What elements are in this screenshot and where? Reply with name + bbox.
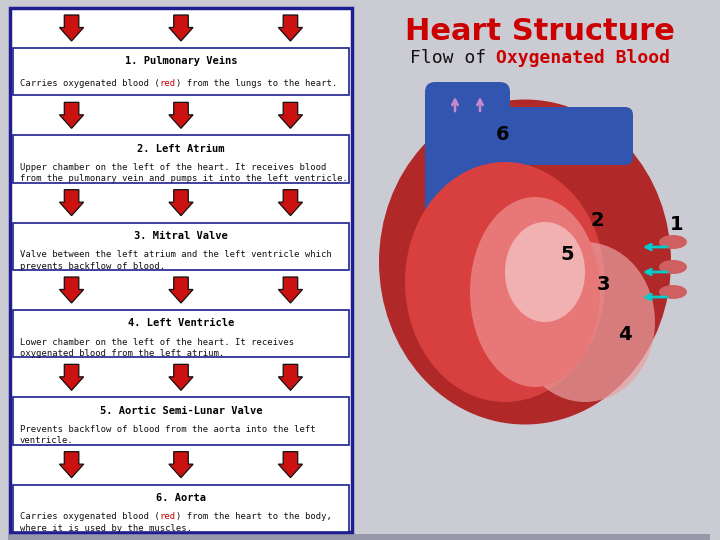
Ellipse shape <box>470 197 600 387</box>
Polygon shape <box>169 277 193 303</box>
Text: 6. Aorta: 6. Aorta <box>156 493 206 503</box>
Text: Prevents backflow of blood from the aorta into the left: Prevents backflow of blood from the aort… <box>20 425 315 434</box>
FancyBboxPatch shape <box>10 8 352 532</box>
Text: oxygenated blood from the left atrium.: oxygenated blood from the left atrium. <box>20 349 224 358</box>
Text: Upper chamber on the left of the heart. It receives blood: Upper chamber on the left of the heart. … <box>20 163 326 172</box>
Polygon shape <box>279 103 302 129</box>
Text: ) from the lungs to the heart.: ) from the lungs to the heart. <box>176 79 337 88</box>
Text: 4. Left Ventricle: 4. Left Ventricle <box>128 318 234 328</box>
Text: 3: 3 <box>596 274 610 294</box>
Polygon shape <box>169 190 193 215</box>
Polygon shape <box>60 103 84 129</box>
Polygon shape <box>8 534 710 540</box>
Polygon shape <box>279 277 302 303</box>
Polygon shape <box>169 451 193 478</box>
FancyBboxPatch shape <box>13 485 349 532</box>
FancyBboxPatch shape <box>487 107 633 165</box>
Text: 6: 6 <box>496 125 510 144</box>
Text: ventricle.: ventricle. <box>20 436 73 446</box>
Ellipse shape <box>659 285 687 299</box>
Text: 5. Aortic Semi-Lunar Valve: 5. Aortic Semi-Lunar Valve <box>100 406 262 416</box>
Text: Valve between the left atrium and the left ventricle which: Valve between the left atrium and the le… <box>20 250 332 259</box>
Ellipse shape <box>505 222 585 322</box>
Text: 5: 5 <box>560 245 574 264</box>
Text: 1. Pulmonary Veins: 1. Pulmonary Veins <box>125 56 238 66</box>
FancyBboxPatch shape <box>13 397 349 444</box>
Ellipse shape <box>659 235 687 249</box>
FancyBboxPatch shape <box>13 136 349 183</box>
FancyBboxPatch shape <box>425 82 510 222</box>
Polygon shape <box>169 364 193 390</box>
Text: Oxygenated Blood: Oxygenated Blood <box>497 49 670 67</box>
Polygon shape <box>60 277 84 303</box>
Polygon shape <box>279 364 302 390</box>
Ellipse shape <box>659 260 687 274</box>
Text: red: red <box>160 79 176 88</box>
Polygon shape <box>60 190 84 215</box>
Text: Lower chamber on the left of the heart. It receives: Lower chamber on the left of the heart. … <box>20 338 294 347</box>
Text: 2. Left Atrium: 2. Left Atrium <box>138 144 225 153</box>
Polygon shape <box>169 103 193 129</box>
Text: Flow of: Flow of <box>410 49 497 67</box>
Text: 4: 4 <box>618 325 632 343</box>
Polygon shape <box>279 15 302 41</box>
Text: Carries oxygenated blood (: Carries oxygenated blood ( <box>20 79 160 88</box>
Ellipse shape <box>379 99 671 424</box>
FancyBboxPatch shape <box>13 310 349 357</box>
Text: 3. Mitral Valve: 3. Mitral Valve <box>134 231 228 241</box>
Text: red: red <box>160 512 176 521</box>
Text: from the pulmonary vein and pumps it into the left ventricle.: from the pulmonary vein and pumps it int… <box>20 174 348 184</box>
Text: Heart Structure: Heart Structure <box>405 17 675 46</box>
Text: Carries oxygenated blood (: Carries oxygenated blood ( <box>20 512 160 521</box>
Ellipse shape <box>515 242 655 402</box>
Text: prevents backflow of blood.: prevents backflow of blood. <box>20 262 165 271</box>
Text: 1: 1 <box>670 214 684 233</box>
Polygon shape <box>169 15 193 41</box>
FancyBboxPatch shape <box>13 48 349 96</box>
Ellipse shape <box>405 162 605 402</box>
Polygon shape <box>60 364 84 390</box>
Text: ) from the heart to the body,: ) from the heart to the body, <box>176 512 332 521</box>
Polygon shape <box>279 190 302 215</box>
Text: where it is used by the muscles.: where it is used by the muscles. <box>20 524 192 533</box>
FancyBboxPatch shape <box>13 222 349 270</box>
Polygon shape <box>279 451 302 478</box>
Text: 2: 2 <box>590 211 604 229</box>
Polygon shape <box>60 15 84 41</box>
Polygon shape <box>60 451 84 478</box>
